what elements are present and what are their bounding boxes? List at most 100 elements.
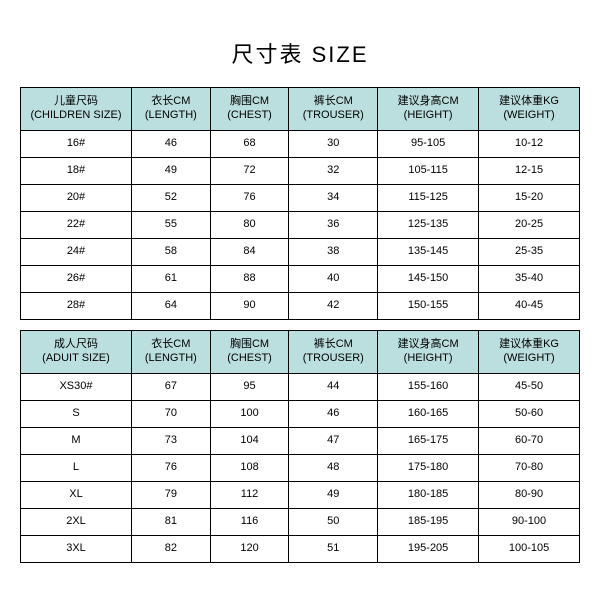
header-zh: 儿童尺码 [23,95,129,109]
cell: 112 [210,482,289,509]
children-header-cell: 儿童尺码(CHILDREN SIZE) [21,88,132,131]
children-row: 26#618840145-15035-40 [21,266,580,293]
cell: 26# [21,266,132,293]
cell: 68 [210,131,289,158]
header-zh: 衣长CM [134,338,208,352]
cell: 120 [210,536,289,563]
adult-header-cell: 胸围CM(CHEST) [210,331,289,374]
cell: 195-205 [378,536,479,563]
cell: 10-12 [479,131,580,158]
header-zh: 建议身高CM [380,338,476,352]
header-en: (CHEST) [213,352,287,366]
adult-row: 2XL8111650185-19590-100 [21,509,580,536]
header-en: (LENGTH) [134,109,208,123]
children-header-row: 儿童尺码(CHILDREN SIZE)衣长CM(LENGTH)胸围CM(CHES… [21,88,580,131]
cell: 50 [289,509,378,536]
cell: 34 [289,185,378,212]
header-zh: 建议身高CM [380,95,476,109]
cell: 16# [21,131,132,158]
cell: 44 [289,374,378,401]
cell: 45-50 [479,374,580,401]
cell: 55 [131,212,210,239]
cell: 18# [21,158,132,185]
header-en: (LENGTH) [134,352,208,366]
cell: 185-195 [378,509,479,536]
cell: 79 [131,482,210,509]
cell: 76 [210,185,289,212]
cell: 105-115 [378,158,479,185]
cell: 47 [289,428,378,455]
cell: 32 [289,158,378,185]
adult-row: S7010046160-16550-60 [21,401,580,428]
cell: 82 [131,536,210,563]
cell: 70-80 [479,455,580,482]
header-zh: 建议体重KG [481,338,577,352]
cell: 60-70 [479,428,580,455]
cell: 175-180 [378,455,479,482]
cell: 135-145 [378,239,479,266]
cell: 61 [131,266,210,293]
cell: 40 [289,266,378,293]
header-en: (HEIGHT) [380,109,476,123]
header-zh: 裤长CM [291,338,375,352]
cell: 46 [131,131,210,158]
cell: 42 [289,293,378,320]
cell: 116 [210,509,289,536]
cell: 40-45 [479,293,580,320]
size-table: 儿童尺码(CHILDREN SIZE)衣长CM(LENGTH)胸围CM(CHES… [20,87,580,563]
header-zh: 胸围CM [213,95,287,109]
cell: 2XL [21,509,132,536]
cell: 81 [131,509,210,536]
header-zh: 建议体重KG [481,95,577,109]
cell: 49 [289,482,378,509]
cell: 160-165 [378,401,479,428]
cell: 100 [210,401,289,428]
header-en: (CHILDREN SIZE) [23,109,129,123]
cell: 165-175 [378,428,479,455]
header-zh: 胸围CM [213,338,287,352]
children-header-cell: 建议体重KG(WEIGHT) [479,88,580,131]
cell: 46 [289,401,378,428]
header-en: (HEIGHT) [380,352,476,366]
cell: 80-90 [479,482,580,509]
cell: 50-60 [479,401,580,428]
cell: 58 [131,239,210,266]
header-zh: 裤长CM [291,95,375,109]
adult-header-cell: 建议身高CM(HEIGHT) [378,331,479,374]
cell: 76 [131,455,210,482]
children-row: 18#497232105-11512-15 [21,158,580,185]
cell: 49 [131,158,210,185]
header-en: (WEIGHT) [481,109,577,123]
cell: 80 [210,212,289,239]
children-row: 16#46683095-10510-12 [21,131,580,158]
children-header-cell: 胸围CM(CHEST) [210,88,289,131]
children-row: 20#527634115-12515-20 [21,185,580,212]
cell: 155-160 [378,374,479,401]
cell: 64 [131,293,210,320]
header-en: (CHEST) [213,109,287,123]
page-title: 尺寸表 SIZE [231,37,368,69]
children-row: 22#558036125-13520-25 [21,212,580,239]
cell: 115-125 [378,185,479,212]
adult-header-cell: 裤长CM(TROUSER) [289,331,378,374]
cell: 145-150 [378,266,479,293]
cell: 73 [131,428,210,455]
cell: 38 [289,239,378,266]
cell: 95-105 [378,131,479,158]
adult-row: L7610848175-18070-80 [21,455,580,482]
adult-row: M7310447165-17560-70 [21,428,580,455]
header-en: (TROUSER) [291,109,375,123]
section-spacer [21,320,580,331]
header-en: (ADUIT SIZE) [23,352,129,366]
header-zh: 成人尺码 [23,338,129,352]
header-en: (TROUSER) [291,352,375,366]
adult-header-cell: 衣长CM(LENGTH) [131,331,210,374]
cell: 24# [21,239,132,266]
cell: M [21,428,132,455]
adult-header-cell: 成人尺码(ADUIT SIZE) [21,331,132,374]
cell: 48 [289,455,378,482]
cell: 51 [289,536,378,563]
cell: 67 [131,374,210,401]
cell: 52 [131,185,210,212]
cell: 36 [289,212,378,239]
